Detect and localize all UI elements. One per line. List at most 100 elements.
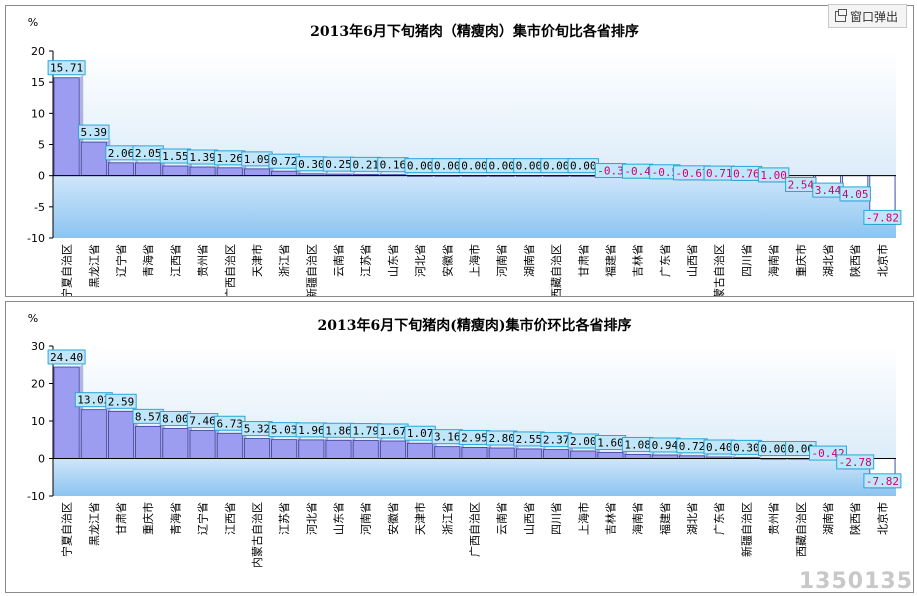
data-label: 2.59 [105,393,137,409]
data-label: 6.73 [214,415,246,431]
data-label-text: 5.39 [81,126,108,139]
bar [216,432,243,459]
data-label-box [863,209,902,225]
x-tick-label: 云南省 [333,244,346,277]
data-label-text: -7.82 [866,211,899,224]
y-tick-label: 10 [31,415,45,428]
data-label: 24.40 [47,349,86,365]
data-label-text: 2.59 [108,395,135,408]
bar [570,450,597,459]
data-label-text: 0.40 [706,441,733,454]
data-label: 3.16 [431,429,464,445]
x-tick-label: 云南省 [496,502,509,535]
x-tick-label: 新疆自治区 [739,502,753,557]
x-tick-label: 湖南省 [523,244,536,277]
data-label-text: 0.72 [679,440,706,453]
x-tick-label: 四川省 [550,502,563,535]
data-label-text: 0.30 [733,441,760,454]
data-label-text: 2.05 [135,147,162,160]
data-label-box [105,393,137,409]
bar [624,454,651,459]
x-tick-label: 甘肃省 [577,244,590,277]
data-label: 1.39 [186,149,219,165]
x-tick-label: 湖北省 [822,244,835,277]
x-tick-label: 河南省 [496,244,509,277]
data-label-text: -0.67 [675,167,708,180]
y-tick-label: -10 [27,232,45,245]
x-tick-label: 海南省 [767,244,781,277]
x-tick-label: 北京市 [875,502,889,535]
bar [189,166,216,177]
x-tick-label: 上海市 [576,502,590,535]
bar [80,141,107,177]
data-label: 13.02 [74,392,113,408]
x-tick-label: 广西自治区 [468,502,482,557]
data-label: 0.94 [649,437,681,453]
x-tick-label: 江西省 [224,502,237,535]
data-label-text: 1.86 [325,424,352,437]
x-tick-label: 新疆自治区 [304,244,318,296]
data-label: 1.07 [404,425,436,441]
data-label-text: 0.30 [298,158,325,171]
y-tick-label: 10 [31,107,45,120]
x-tick-label: 江苏省 [278,502,291,535]
data-label-text: 6.73 [217,417,244,430]
popup-window-icon [834,8,847,22]
data-label: 1.08 [621,436,654,452]
data-label-text: 8.00 [162,413,189,426]
x-tick-label: 浙江省 [441,502,454,535]
x-tick-label: 西藏自治区 [794,502,808,557]
data-label-text: 0.21 [352,158,379,171]
data-label-box [757,167,790,183]
bar [461,447,488,459]
x-tick-label: 河北省 [305,502,318,535]
weekly-comparison-chart: 2013年6月下旬猪肉（精瘦肉）集市价旬比各省排序% -10 -5 0 5 10 15 20 1… [27,16,902,296]
data-label-text: 0.00 [407,160,434,173]
data-label: -7.82 [863,209,902,225]
y-axis-unit: % [28,312,38,325]
x-tick-label: 宁夏自治区 [60,244,74,296]
data-label: 2.54 [785,176,817,192]
data-label: -2.78 [836,454,875,470]
x-tick-label: 福建省 [658,502,672,535]
data-label-text: 7.46 [189,415,216,428]
data-label-text: 0.00 [543,160,570,173]
data-label: 2.06 [105,145,137,161]
data-label-text: 2.80 [488,432,515,445]
data-label-text: 1.39 [189,151,216,164]
bar-side [731,454,736,459]
data-label-box [47,60,86,76]
data-label-text: 0.94 [652,439,679,452]
data-label: 2.80 [485,430,518,446]
data-label-text: 15.71 [50,62,83,75]
data-label-text: 24.40 [50,351,83,364]
x-tick-label: 湖南省 [822,502,835,535]
data-label: 2.55 [513,431,545,447]
data-label-box [836,454,875,470]
data-label-text: 0.71 [706,167,733,180]
data-label: 4.05 [839,186,871,202]
x-tick-label: 甘肃省 [115,502,128,535]
bar [243,438,270,459]
y-tick-label: 20 [31,45,45,58]
x-tick-label: 湖北省 [686,502,699,535]
x-tick-label: 福建省 [603,244,617,277]
data-label-box [863,473,902,489]
data-label: 0.40 [703,439,735,455]
period-comparison-chart-panel: 2013年6月下旬猪肉(精瘦肉)集市价环比各省排序% -10 0 10 20 30 24.4… [5,301,914,593]
x-tick-label: 重庆市 [794,244,808,277]
data-label-text: 1.26 [217,152,244,165]
x-tick-label: 广西自治区 [223,244,237,296]
data-label-text: 0.00 [570,160,597,173]
y-tick-label: 5 [38,139,45,152]
data-label-box [47,349,86,365]
data-label-text: 1.60 [597,437,624,450]
data-label: 1.09 [241,151,273,167]
data-label: 7.46 [186,413,219,429]
data-label-text: 0.25 [325,158,352,171]
popup-window-button[interactable]: 窗口弹出 [827,4,907,28]
x-tick-label: 吉林省 [631,244,645,277]
data-label: -7.82 [863,473,902,489]
weekly-comparison-chart-panel: 2013年6月下旬猪肉（精瘦肉）集市价旬比各省排序% -10 -5 0 5 10 15 20 1… [5,5,914,297]
x-tick-label: 陕西省 [848,502,862,535]
